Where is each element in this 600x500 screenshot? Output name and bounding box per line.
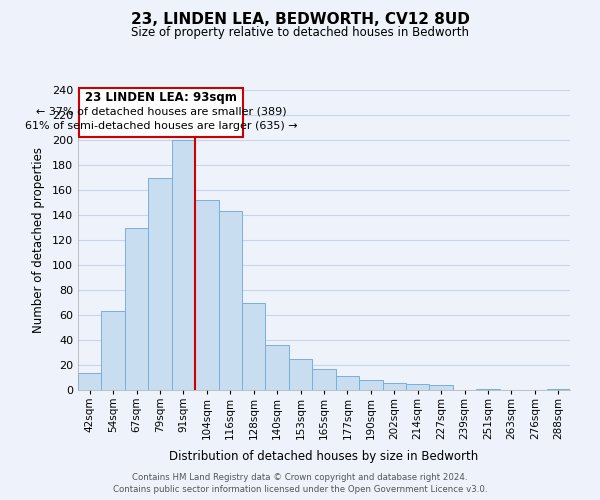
Bar: [336, 376, 359, 390]
Text: 61% of semi-detached houses are larger (635) →: 61% of semi-detached houses are larger (…: [25, 121, 298, 131]
Text: 23 LINDEN LEA: 93sqm: 23 LINDEN LEA: 93sqm: [85, 91, 237, 104]
Text: Contains HM Land Registry data © Crown copyright and database right 2024.: Contains HM Land Registry data © Crown c…: [132, 474, 468, 482]
Bar: [242, 302, 265, 390]
Bar: [101, 311, 125, 390]
Bar: [289, 359, 312, 390]
Bar: [218, 211, 242, 390]
Bar: [406, 384, 430, 390]
Bar: [265, 345, 289, 390]
Bar: [359, 380, 383, 390]
Text: ← 37% of detached houses are smaller (389): ← 37% of detached houses are smaller (38…: [36, 106, 286, 117]
Bar: [148, 178, 172, 390]
X-axis label: Distribution of detached houses by size in Bedworth: Distribution of detached houses by size …: [169, 450, 479, 463]
Y-axis label: Number of detached properties: Number of detached properties: [32, 147, 45, 333]
Bar: [78, 372, 101, 390]
Bar: [172, 140, 195, 390]
Bar: [195, 200, 218, 390]
Bar: [383, 382, 406, 390]
Bar: [430, 385, 453, 390]
Text: Size of property relative to detached houses in Bedworth: Size of property relative to detached ho…: [131, 26, 469, 39]
Bar: [547, 389, 570, 390]
Bar: [312, 369, 336, 390]
Text: Contains public sector information licensed under the Open Government Licence v3: Contains public sector information licen…: [113, 485, 487, 494]
Text: 23, LINDEN LEA, BEDWORTH, CV12 8UD: 23, LINDEN LEA, BEDWORTH, CV12 8UD: [131, 12, 469, 28]
Bar: [476, 389, 500, 390]
Bar: [125, 228, 148, 390]
